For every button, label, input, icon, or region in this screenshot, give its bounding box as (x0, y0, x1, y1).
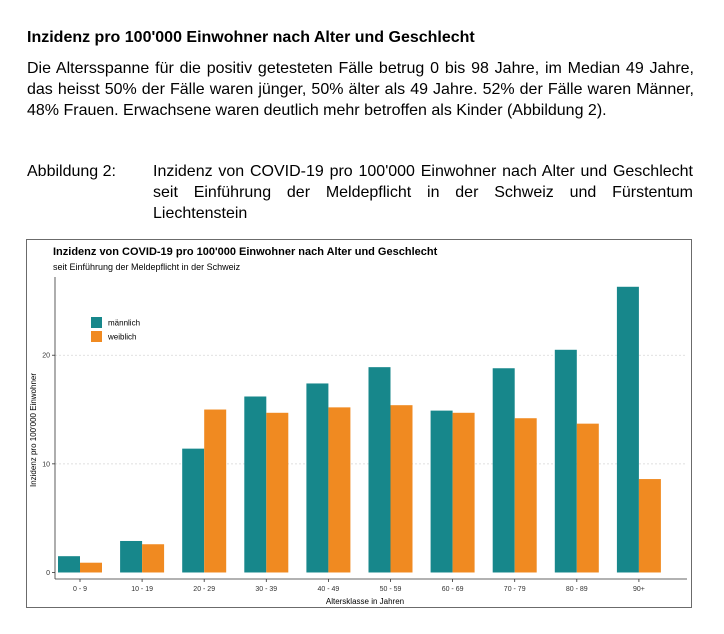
chart-title: Inzidenz von COVID-19 pro 100'000 Einwoh… (53, 246, 438, 258)
figure-caption-text: Inzidenz von COVID-19 pro 100'000 Einwoh… (153, 163, 693, 222)
bar-weiblich (266, 412, 289, 573)
y-tick-label: 20 (42, 353, 50, 360)
bar-weiblich (576, 423, 599, 573)
x-tick-label: 30 - 39 (255, 586, 277, 593)
legend: männlich weiblich (91, 317, 140, 342)
y-axis-title: Inzidenz pro 100'000 Einwohner (29, 373, 38, 487)
bar-maennlich (58, 556, 80, 573)
bar-maennlich (306, 383, 329, 573)
x-tick-label: 70 - 79 (504, 586, 526, 593)
x-tick-label: 0 - 9 (73, 586, 87, 593)
x-tick-label: 40 - 49 (318, 586, 340, 593)
x-tick-label: 50 - 59 (380, 586, 402, 593)
bar-weiblich (80, 562, 102, 573)
bar-maennlich (554, 349, 577, 573)
axes: 0 10 20 0 - 9 10 - 19 20 - 29 30 - 39 40 - 49 50… (42, 277, 687, 593)
bar-weiblich (142, 544, 165, 573)
bar-maennlich (492, 368, 515, 573)
bar-maennlich (616, 286, 639, 573)
bars (58, 286, 661, 573)
body-paragraph: Die Altersspanne für die positiv geteste… (27, 60, 694, 119)
bar-weiblich (390, 405, 413, 573)
legend-label: weiblich (107, 333, 136, 342)
x-tick-label: 20 - 29 (193, 586, 215, 593)
chart-subtitle: seit Einführung der Meldepflicht in der … (53, 262, 241, 272)
bar-weiblich (452, 412, 475, 573)
x-tick-label: 10 - 19 (131, 586, 153, 593)
x-axis-title: Altersklasse in Jahren (326, 597, 404, 606)
bar-weiblich (514, 418, 537, 573)
bar-maennlich (368, 367, 391, 573)
bar-maennlich (430, 410, 453, 573)
bar-maennlich (182, 448, 205, 573)
legend-swatch-weiblich (91, 331, 102, 342)
x-tick-label: 90+ (633, 586, 645, 593)
x-tick-label: 60 - 69 (442, 586, 464, 593)
y-tick-label: 0 (46, 570, 50, 577)
legend-label: männlich (108, 319, 140, 328)
chart-frame: Inzidenz von COVID-19 pro 100'000 Einwoh… (26, 239, 692, 608)
legend-swatch-maennlich (91, 317, 102, 328)
bar-weiblich (638, 479, 661, 573)
bar-maennlich (244, 396, 267, 573)
section-heading: Inzidenz pro 100'000 Einwohner nach Alte… (27, 29, 475, 46)
bar-maennlich (120, 540, 143, 573)
figure-label: Abbildung 2: (27, 163, 116, 180)
bar-weiblich (328, 407, 351, 573)
bar-weiblich (204, 409, 227, 573)
x-tick-label: 80 - 89 (566, 586, 588, 593)
y-tick-label: 10 (42, 461, 50, 468)
bar-chart: Inzidenz von COVID-19 pro 100'000 Einwoh… (29, 246, 687, 606)
